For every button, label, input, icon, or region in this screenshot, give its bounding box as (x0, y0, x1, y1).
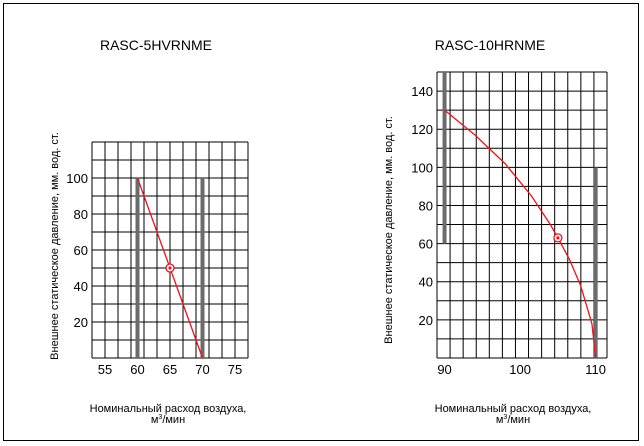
x-axis-unit-sup: 3 (158, 414, 162, 421)
x-axis-unit-base: м (496, 414, 504, 426)
y-tick-label: 20 (74, 315, 88, 330)
x-axis-unit-sup: 3 (503, 414, 507, 421)
performance-curve (444, 109, 597, 359)
y-tick-labels: 20 40 60 80 100 120 140 (411, 84, 433, 328)
x-tick-label: 110 (585, 362, 606, 377)
operating-point-inner (556, 236, 560, 240)
y-tick-label: 40 (419, 275, 433, 290)
x-tick-label: 65 (163, 362, 177, 377)
limit-lines (135, 178, 205, 358)
x-tick-label: 90 (437, 362, 451, 377)
grid (436, 71, 608, 359)
x-axis-unit-rest: /мин (162, 414, 185, 426)
y-tick-label: 100 (411, 160, 433, 175)
chart-title: RASC-10HRNME (435, 37, 545, 53)
x-tick-labels: 55 60 65 70 75 (98, 362, 242, 377)
y-tick-label: 60 (419, 237, 433, 252)
y-tick-label: 80 (419, 198, 433, 213)
x-axis-unit: м3/мин (151, 414, 185, 426)
x-tick-labels: 90 100 110 (437, 362, 606, 377)
chart-title: RASC-5HVRNME (100, 37, 212, 53)
x-axis-unit-rest: /мин (507, 414, 530, 426)
operating-point-inner (168, 266, 172, 270)
y-tick-label: 20 (419, 313, 433, 328)
chart-frame (3, 3, 639, 441)
x-axis-label: Номинальный расход воздуха, (90, 403, 247, 415)
y-axis-label: Внешнее статическое давление, мм. вод. с… (383, 116, 395, 344)
x-axis-unit: м3/мин (496, 414, 530, 426)
y-tick-label: 40 (74, 279, 88, 294)
x-tick-label: 70 (195, 362, 209, 377)
y-tick-label: 80 (74, 207, 88, 222)
y-axis-label: Внешнее статическое давление, мм. вод. с… (49, 132, 61, 360)
y-tick-label: 60 (74, 243, 88, 258)
y-tick-label: 140 (411, 84, 433, 99)
y-tick-label: 100 (66, 171, 88, 186)
x-tick-label: 100 (509, 362, 531, 377)
limit-lines (442, 72, 598, 358)
x-tick-label: 75 (228, 362, 242, 377)
x-axis-unit-base: м (151, 414, 159, 426)
x-tick-label: 60 (130, 362, 144, 377)
grid (91, 141, 249, 359)
x-tick-label: 55 (98, 362, 112, 377)
chart-rasc-5hvrnme: RASC-5HVRNME Внешнее статическое давлени… (49, 37, 249, 426)
x-axis-label: Номинальный расход воздуха, (435, 403, 592, 415)
operating-point-marker (553, 233, 563, 243)
curve-line (444, 109, 597, 359)
operating-point-marker (165, 263, 175, 273)
y-tick-labels: 20 40 60 80 100 (66, 171, 88, 330)
chart-rasc-10hrnme: RASC-10HRNME Внешнее статическое давлени… (383, 37, 608, 426)
y-tick-label: 120 (411, 122, 433, 137)
